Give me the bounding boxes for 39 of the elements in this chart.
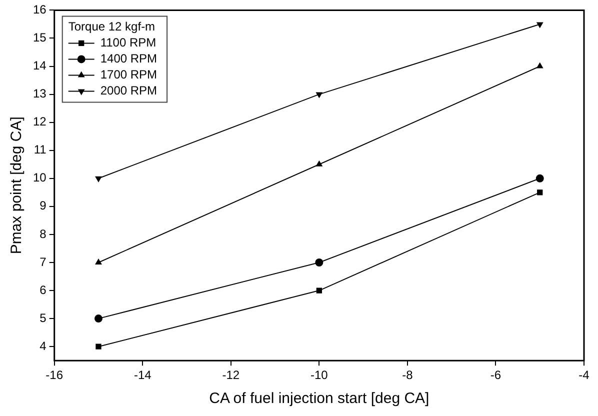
x-tick-label: -10 [310,368,328,382]
y-tick-label: 6 [40,282,47,297]
y-tick-label: 13 [32,86,47,101]
point [316,92,323,98]
y-axis-title: Pmax point [deg CA] [8,116,26,254]
point [315,258,324,266]
point [537,190,543,196]
y-tick-label: 4 [40,338,47,353]
x-tick-label: -14 [134,368,152,382]
y-tick-label: 12 [32,114,47,129]
x-tick-label: -4 [578,368,590,382]
y-tick-label: 11 [34,142,47,157]
x-tick-label: -12 [222,368,240,382]
y-tick-label: 15 [32,30,47,45]
y-tick-label: 8 [40,226,47,241]
y-tick-label: 7 [40,254,47,269]
point [95,258,102,264]
x-tick-label: -6 [490,368,502,382]
legend-label: 1100 RPM [100,36,156,50]
legend-label: 2000 RPM [100,84,158,98]
point [536,22,544,28]
point [96,344,102,350]
y-tick-label: 9 [40,198,47,213]
point [536,174,544,182]
y-tick-label: 5 [40,310,47,325]
point [95,176,102,182]
x-tick-label: -8 [402,368,414,382]
point [536,62,544,68]
point [316,288,322,294]
legend-label: 1400 RPM [100,52,158,66]
x-axis-title: CA of fuel injection start [deg CA] [209,390,430,408]
y-tick-label: 14 [32,58,47,73]
y-tick-label: 10 [32,170,47,185]
x-tick-label: -16 [46,368,64,382]
legend-label: 1700 RPM [100,68,158,82]
point [94,314,102,323]
y-tick-label: 16 [32,2,47,17]
legend-title: Torque 12 kgf-m [68,20,156,34]
point [316,160,323,166]
